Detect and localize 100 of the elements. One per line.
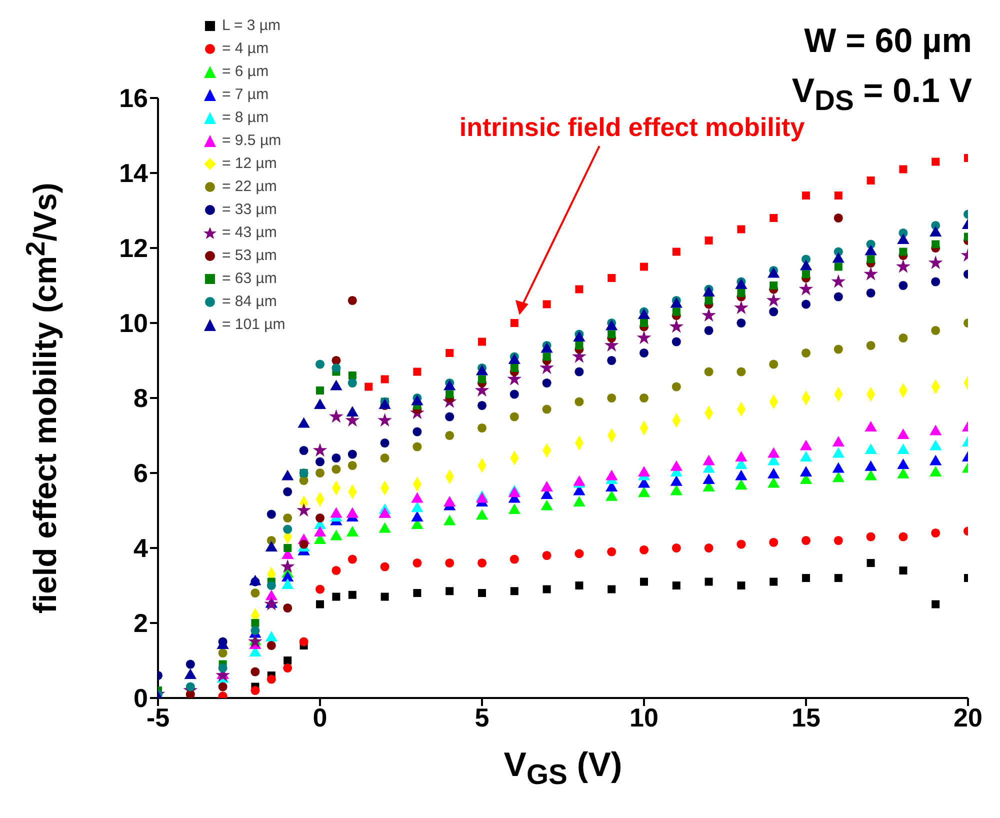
- point: [928, 255, 943, 270]
- point: [510, 412, 519, 422]
- point: [315, 584, 325, 594]
- point: [478, 589, 486, 597]
- point: [638, 486, 650, 498]
- point: [510, 587, 518, 596]
- point: [348, 450, 357, 459]
- point: [737, 225, 746, 234]
- point: [932, 158, 940, 166]
- point: [348, 590, 356, 599]
- legend-label: = 4 µm: [222, 40, 269, 57]
- point: [186, 682, 195, 692]
- legend-label: = 6 µm: [222, 63, 269, 80]
- point: [266, 674, 276, 684]
- legend-label: = 9.5 µm: [222, 132, 282, 149]
- point: [834, 192, 842, 200]
- point: [280, 559, 295, 573]
- point: [704, 236, 713, 244]
- point: [672, 248, 680, 256]
- point: [446, 349, 454, 357]
- point: [283, 487, 292, 496]
- point: [702, 308, 716, 322]
- y-tick-label: 4: [134, 533, 149, 564]
- point: [478, 338, 486, 346]
- point: [266, 640, 276, 650]
- point: [736, 540, 746, 549]
- point: [931, 326, 940, 336]
- legend-label: L = 3 µm: [222, 17, 281, 34]
- x-tick-label: -5: [146, 702, 170, 732]
- point: [834, 574, 842, 582]
- point: [348, 554, 357, 564]
- point: [704, 326, 714, 336]
- x-axis-title: V$_{GS}$ (V): [504, 746, 622, 791]
- point: [186, 660, 195, 669]
- point: [283, 524, 292, 534]
- point: [315, 513, 325, 523]
- point: [639, 393, 649, 403]
- point: [607, 356, 616, 366]
- point: [801, 536, 811, 546]
- point: [802, 574, 810, 582]
- point: [608, 274, 616, 282]
- point: [574, 549, 584, 558]
- point: [769, 538, 778, 547]
- point: [299, 476, 308, 486]
- x-tick-label: 20: [954, 702, 982, 732]
- point: [296, 502, 311, 517]
- point: [574, 367, 584, 376]
- point: [832, 472, 844, 482]
- point: [218, 663, 228, 673]
- y-tick-label: 8: [134, 383, 148, 414]
- point: [413, 589, 422, 597]
- point: [332, 363, 341, 373]
- point: [899, 165, 908, 174]
- point: [542, 300, 551, 308]
- point: [264, 596, 279, 610]
- point: [380, 453, 390, 463]
- point: [348, 372, 356, 380]
- point: [801, 300, 811, 309]
- x-tick-label: 0: [312, 702, 328, 732]
- legend-label: = 22 µm: [222, 178, 277, 195]
- point: [672, 582, 680, 590]
- point: [769, 360, 778, 369]
- point: [542, 404, 552, 414]
- point: [542, 378, 552, 388]
- point: [769, 307, 778, 316]
- point: [802, 270, 810, 278]
- point: [898, 280, 908, 290]
- point: [266, 510, 276, 519]
- point: [332, 453, 341, 463]
- legend-label: = 12 µm: [222, 155, 277, 172]
- point: [332, 356, 341, 366]
- point: [866, 559, 875, 567]
- point: [251, 619, 260, 627]
- point: [770, 214, 778, 222]
- point: [640, 319, 648, 327]
- point: [639, 545, 649, 554]
- point: [250, 626, 260, 636]
- point: [332, 592, 340, 601]
- point: [898, 333, 908, 343]
- point: [510, 554, 519, 564]
- point: [380, 375, 389, 384]
- legend-label: = 101 µm: [222, 316, 286, 333]
- point: [445, 430, 454, 440]
- point: [315, 360, 325, 369]
- point: [378, 412, 392, 427]
- point: [575, 582, 584, 590]
- point: [640, 578, 648, 586]
- point: [510, 364, 518, 372]
- point: [735, 479, 748, 490]
- point: [704, 543, 714, 553]
- point: [364, 382, 373, 391]
- point: [574, 397, 584, 406]
- point: [477, 423, 487, 433]
- point: [834, 213, 843, 223]
- point: [798, 282, 814, 296]
- y-tick-label: 12: [119, 233, 148, 264]
- point: [248, 634, 262, 648]
- point: [412, 442, 422, 452]
- point: [510, 319, 518, 327]
- y-tick-label: 10: [119, 308, 148, 338]
